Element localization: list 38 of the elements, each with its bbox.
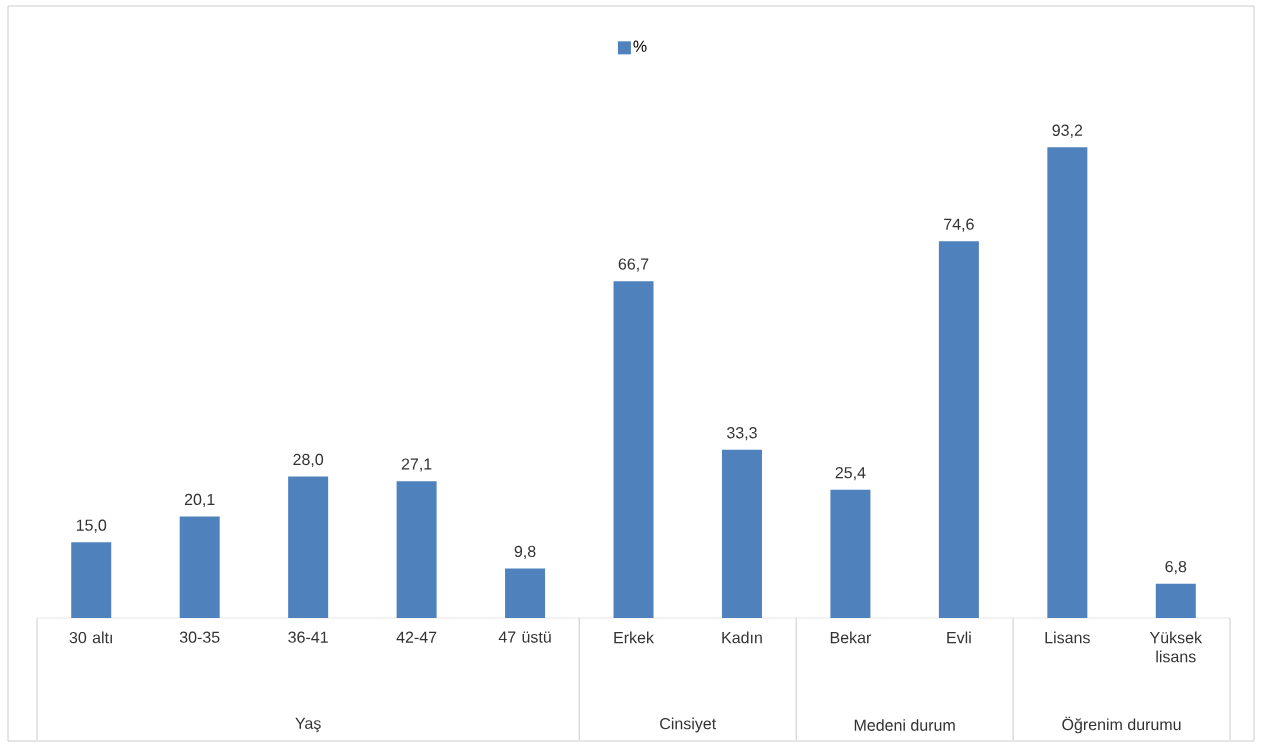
x-tick-label: Bekar — [830, 631, 872, 644]
bar — [396, 481, 437, 618]
x-tick-label: 30 altı — [69, 631, 112, 644]
text: Medeni durum — [854, 719, 955, 731]
data-label: 93,2 — [1052, 124, 1083, 138]
data-label: 28,0 — [293, 453, 324, 468]
data-label: 66,7 — [618, 258, 649, 272]
x-tick-label: Erkek — [614, 631, 654, 644]
data-label: 33,3 — [727, 427, 757, 441]
bar — [938, 241, 979, 618]
bar — [613, 281, 654, 618]
x-tick-label: 47 üstü — [498, 631, 551, 643]
data-label: 27,1 — [401, 458, 432, 472]
bar — [288, 476, 329, 618]
data-label: 9,8 — [514, 545, 536, 559]
legend-label: % — [633, 40, 647, 52]
data-label: 6,8 — [1165, 560, 1187, 575]
x-tick-label: Yüksek lisans — [1149, 631, 1203, 663]
bar — [721, 449, 762, 618]
x-tick-label: 42-47 — [396, 631, 437, 643]
x-tick-label: 30-35 — [179, 631, 220, 643]
bar — [71, 542, 112, 618]
bar — [179, 516, 220, 618]
text: Cinsiyet — [660, 717, 717, 733]
data-label: 25,4 — [835, 466, 866, 481]
x-tick-label: Evli — [947, 631, 971, 644]
text: Yaş — [295, 717, 321, 733]
bar — [505, 568, 546, 618]
bar — [1155, 583, 1196, 618]
data-label: 74,6 — [944, 218, 974, 232]
bar — [1047, 147, 1088, 618]
x-tick-label: Kadın — [722, 631, 762, 644]
bar — [830, 489, 871, 618]
x-tick-label: Lisans — [1045, 631, 1090, 644]
data-label: 15,0 — [76, 519, 107, 533]
data-label: 20,1 — [184, 493, 215, 507]
x-tick-label: 36-41 — [288, 631, 328, 643]
text: Öğrenim durumu — [1062, 716, 1181, 734]
